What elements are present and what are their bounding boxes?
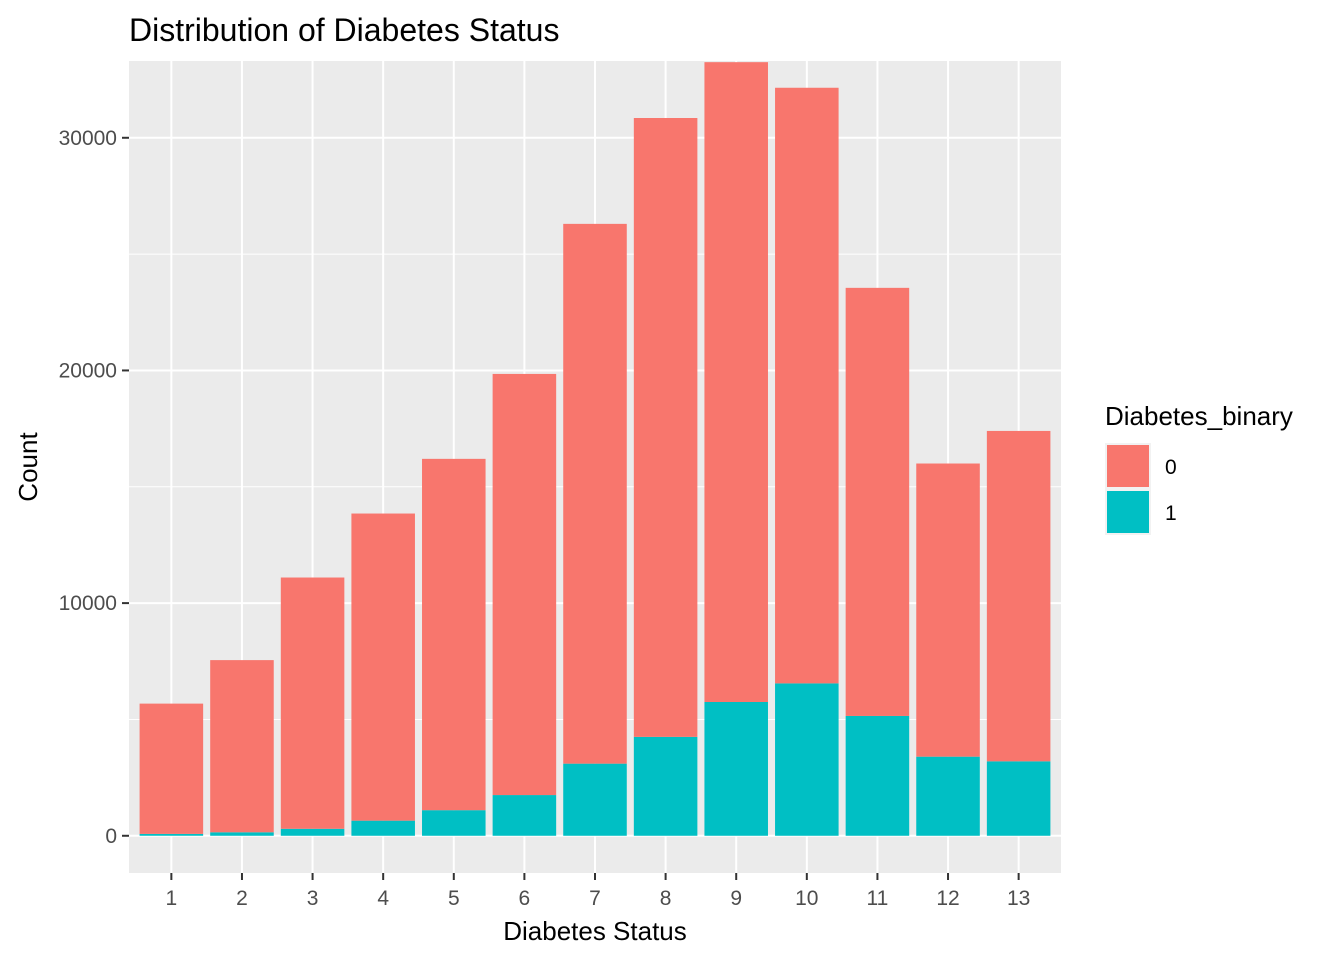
bar-segment-0-cat-1 xyxy=(139,703,204,834)
bar-segment-1-cat-2 xyxy=(210,832,274,836)
bar-segment-1-cat-3 xyxy=(280,828,345,836)
y-axis: 0 10000 20000 30000 xyxy=(59,127,129,848)
bar-segment-1-cat-8 xyxy=(633,736,698,836)
bar-segment-0-cat-13 xyxy=(986,430,1051,762)
x-tick-label: 11 xyxy=(867,887,889,910)
legend: Diabetes_binary 0 1 xyxy=(1105,401,1293,535)
x-tick-label: 3 xyxy=(307,887,319,910)
bar-segment-1-cat-10 xyxy=(775,683,839,836)
bar-segment-0-cat-4 xyxy=(351,513,415,821)
bar-segment-1-cat-11 xyxy=(845,715,910,836)
x-tick-label: 1 xyxy=(166,887,178,910)
chart-title: Distribution of Diabetes Status xyxy=(129,12,559,48)
x-tick-label: 5 xyxy=(448,887,460,910)
x-tick-label: 12 xyxy=(936,887,959,910)
x-axis: 1 2 3 4 5 6 7 8 9 10 11 12 13 xyxy=(166,873,1030,910)
x-tick-label: 7 xyxy=(589,887,601,910)
bar-segment-0-cat-5 xyxy=(422,458,486,811)
x-tick-label: 2 xyxy=(236,887,248,910)
bar-segment-0-cat-7 xyxy=(563,223,627,764)
bar-segment-0-cat-12 xyxy=(916,463,980,757)
y-axis-title: Count xyxy=(13,432,43,502)
x-tick-label: 6 xyxy=(519,887,531,910)
bar-segment-0-cat-11 xyxy=(845,287,910,716)
x-tick-label: 10 xyxy=(795,887,818,910)
legend-title: Diabetes_binary xyxy=(1105,401,1293,431)
x-tick-label: 4 xyxy=(377,887,389,910)
legend-swatch-0 xyxy=(1107,445,1149,487)
bar-segment-1-cat-5 xyxy=(422,810,486,836)
bars xyxy=(139,62,1051,836)
bar-segment-0-cat-10 xyxy=(775,87,839,684)
x-tick-label: 13 xyxy=(1007,887,1030,910)
bar-segment-0-cat-6 xyxy=(492,373,557,796)
y-tick-label: 30000 xyxy=(59,127,117,150)
y-tick-label: 0 xyxy=(105,825,117,848)
bar-segment-0-cat-8 xyxy=(633,118,698,737)
x-axis-title: Diabetes Status xyxy=(503,916,687,946)
y-tick-label: 10000 xyxy=(59,592,117,615)
bar-segment-1-cat-12 xyxy=(916,756,980,836)
bar-segment-1-cat-4 xyxy=(351,820,415,836)
bar-segment-1-cat-13 xyxy=(986,761,1051,836)
legend-label-0: 0 xyxy=(1165,456,1177,479)
x-tick-label: 9 xyxy=(730,887,742,910)
bar-segment-0-cat-9 xyxy=(704,62,768,702)
legend-swatch-1 xyxy=(1107,491,1149,533)
x-tick-label: 8 xyxy=(660,887,672,910)
bar-segment-1-cat-6 xyxy=(492,795,557,836)
bar-segment-0-cat-3 xyxy=(280,577,345,829)
bar-segment-0-cat-2 xyxy=(210,660,274,833)
legend-label-1: 1 xyxy=(1165,502,1177,525)
y-tick-label: 20000 xyxy=(59,359,117,382)
bar-segment-1-cat-7 xyxy=(563,763,627,836)
bar-segment-1-cat-9 xyxy=(704,701,768,836)
bar-segment-1-cat-1 xyxy=(139,833,204,836)
